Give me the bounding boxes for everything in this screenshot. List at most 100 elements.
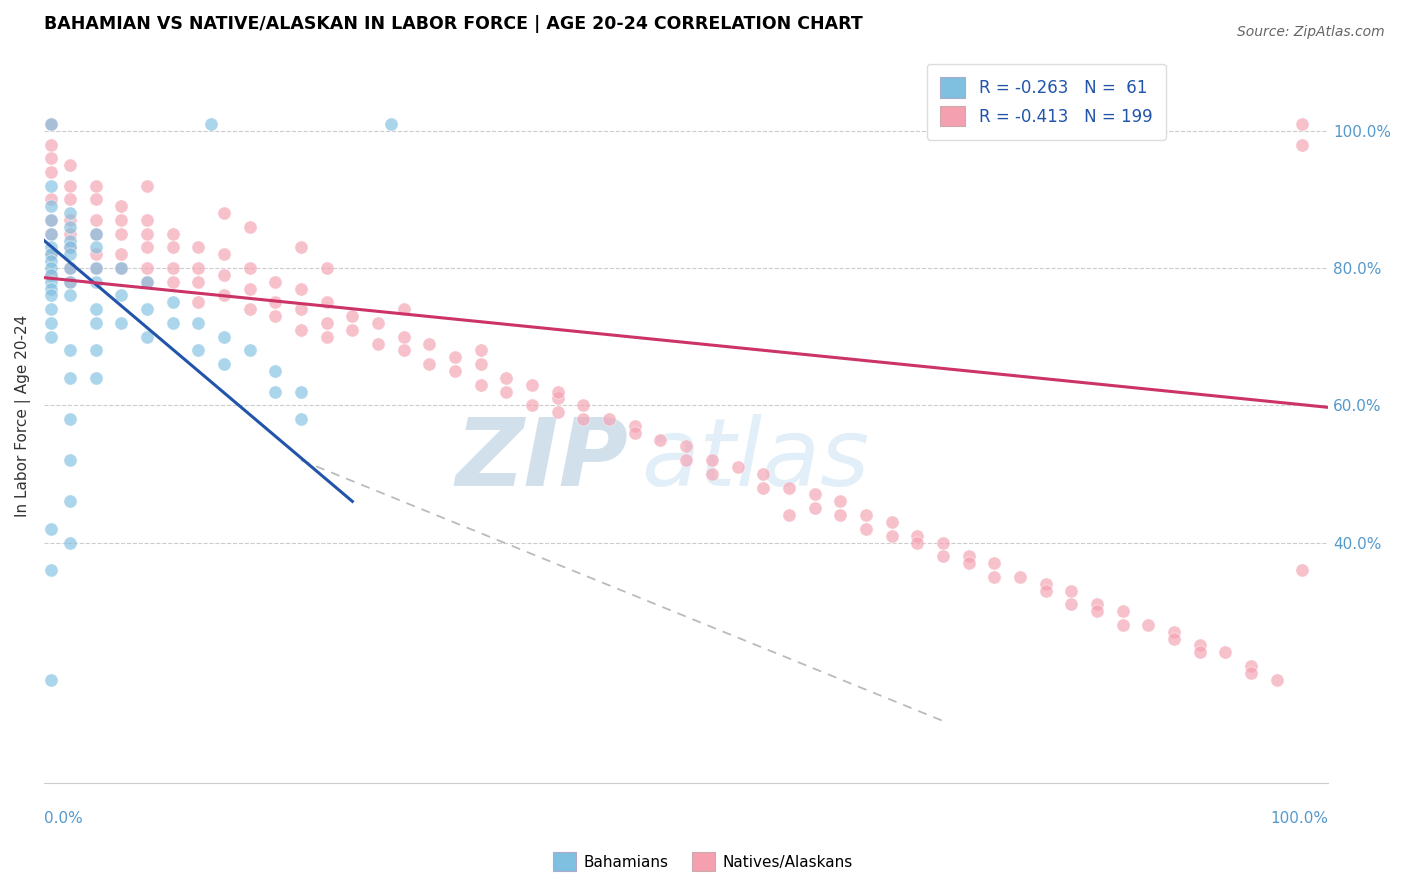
Point [39,178,62,193]
Point [39,213,62,227]
Point [315,295,337,310]
Point [39,260,62,275]
Point [84,260,107,275]
Point [39,563,62,577]
Point [1240,659,1263,673]
Point [135,275,157,289]
Point [290,412,312,426]
Point [39,199,62,213]
Point [84,240,107,254]
Point [39,302,62,317]
Point [470,377,492,392]
Point [39,268,62,282]
Point [392,329,415,343]
Point [392,302,415,317]
Point [212,357,235,371]
Point [367,316,389,330]
Point [418,357,440,371]
Point [572,412,595,426]
Point [880,529,903,543]
Point [162,227,184,241]
Point [752,481,775,495]
Point [84,260,107,275]
Point [1291,117,1313,131]
Point [110,316,132,330]
Point [1240,665,1263,680]
Point [905,535,928,549]
Point [59,288,82,302]
Point [187,260,209,275]
Point [39,240,62,254]
Point [135,240,157,254]
Point [39,329,62,343]
Point [855,522,877,536]
Point [59,234,82,248]
Point [623,425,645,440]
Point [675,440,697,454]
Point [342,309,364,323]
Point [59,247,82,261]
Point [110,260,132,275]
Point [1008,570,1031,584]
Point [187,275,209,289]
Point [264,295,287,310]
Point [778,508,800,522]
Point [59,275,82,289]
Point [212,247,235,261]
Point [84,193,107,207]
Point [880,515,903,529]
Point [803,501,825,516]
Point [39,137,62,152]
Point [135,227,157,241]
Point [200,117,222,131]
Point [39,254,62,268]
Text: 100.0%: 100.0% [1270,811,1329,826]
Text: atlas: atlas [641,414,869,505]
Point [444,364,467,378]
Point [650,433,672,447]
Point [110,227,132,241]
Point [1060,597,1083,611]
Point [520,398,543,412]
Point [830,508,852,522]
Point [239,219,262,234]
Point [59,343,82,358]
Point [367,336,389,351]
Point [39,213,62,227]
Point [59,178,82,193]
Point [239,343,262,358]
Point [290,384,312,399]
Point [162,240,184,254]
Point [547,392,569,406]
Point [1215,645,1237,659]
Point [380,117,402,131]
Point [187,240,209,254]
Point [418,336,440,351]
Point [239,282,262,296]
Point [1163,624,1185,639]
Point [957,549,980,564]
Point [1291,563,1313,577]
Text: Source: ZipAtlas.com: Source: ZipAtlas.com [1237,25,1385,39]
Point [39,247,62,261]
Point [84,213,107,227]
Point [1035,576,1057,591]
Point [39,117,62,131]
Point [84,343,107,358]
Point [84,316,107,330]
Point [855,508,877,522]
Point [135,178,157,193]
Point [59,275,82,289]
Point [1291,137,1313,152]
Point [39,275,62,289]
Legend: R = -0.263   N =  61, R = -0.413   N = 199: R = -0.263 N = 61, R = -0.413 N = 199 [927,64,1166,140]
Point [84,178,107,193]
Point [59,453,82,467]
Point [110,247,132,261]
Point [315,260,337,275]
Point [1188,645,1211,659]
Point [290,282,312,296]
Point [290,323,312,337]
Point [59,494,82,508]
Point [470,357,492,371]
